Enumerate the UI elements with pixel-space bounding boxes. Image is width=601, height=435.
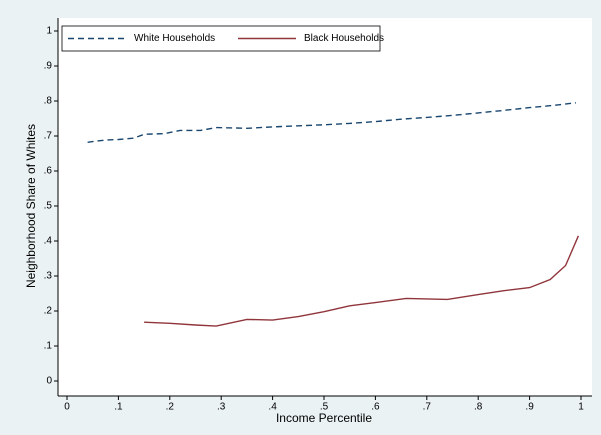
y-tick-label: 1: [46, 26, 52, 37]
y-tick-label: .6: [44, 166, 53, 177]
x-axis-title: Income Percentile: [276, 411, 372, 425]
plot-area: [58, 18, 592, 396]
series-line: [87, 102, 576, 143]
x-tick-label: .1: [114, 402, 123, 413]
x-tick-label: .7: [423, 402, 432, 413]
legend-label: White Households: [134, 33, 215, 44]
x-tick-label: 1: [578, 402, 584, 413]
y-tick-label: .7: [44, 131, 53, 142]
x-tick-label: .8: [474, 402, 483, 413]
x-tick-label: .4: [268, 402, 277, 413]
y-tick-label: .1: [44, 341, 53, 352]
y-tick-label: .5: [44, 201, 53, 212]
x-tick-label: .5: [320, 402, 329, 413]
y-tick-label: .4: [44, 236, 53, 247]
y-tick-label: .3: [44, 271, 53, 282]
legend-label: Black Households: [304, 33, 384, 44]
series-line: [144, 235, 580, 327]
x-tick-label: .6: [371, 402, 380, 413]
y-tick-label: .9: [44, 61, 53, 72]
x-tick-label: 0: [64, 402, 70, 413]
x-tick-label: .9: [525, 402, 534, 413]
x-tick-label: .2: [166, 402, 175, 413]
y-tick-label: .8: [44, 96, 53, 107]
y-tick-label: 0: [46, 376, 52, 387]
y-tick-label: .2: [44, 306, 53, 317]
legend: [61, 25, 381, 52]
x-tick-label: .3: [217, 402, 226, 413]
y-axis-title: Neighborhood Share of Whites: [24, 124, 38, 288]
